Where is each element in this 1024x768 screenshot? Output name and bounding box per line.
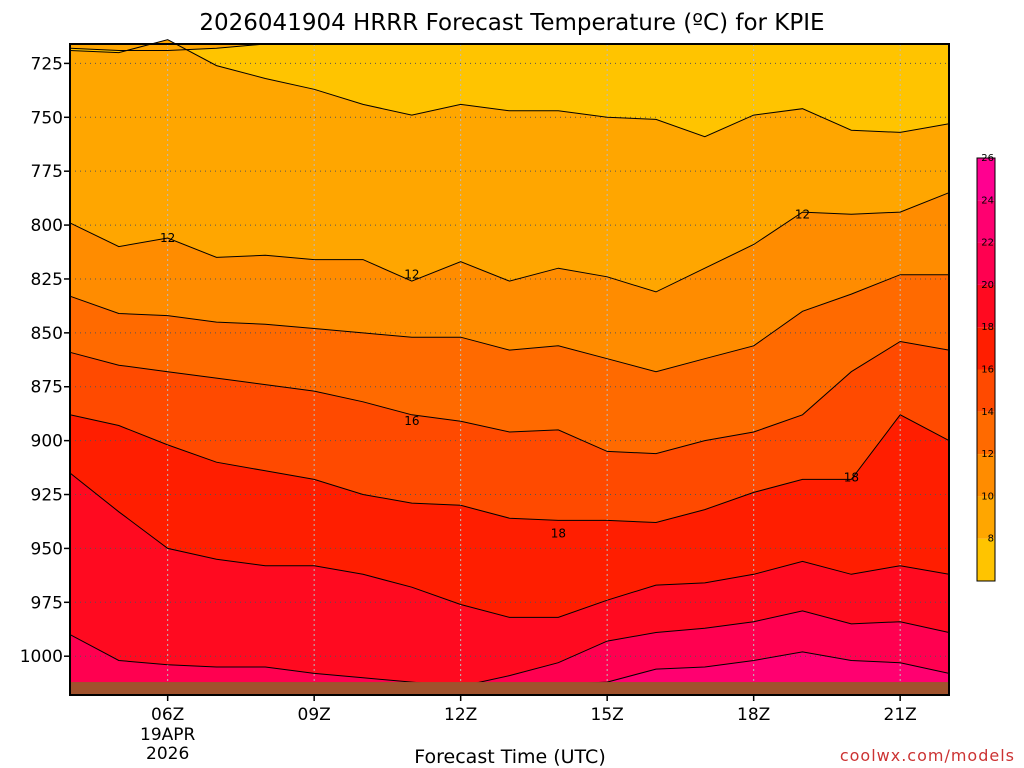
y-tick-label: 875	[31, 378, 63, 398]
temperature-fill-bands	[70, 39, 949, 695]
x-tick-label: 18Z	[737, 705, 770, 725]
y-tick-label: 950	[31, 539, 63, 559]
contour-line-12	[69, 192, 950, 293]
y-tick-label: 1000	[20, 647, 63, 667]
x-tick-label: 09Z	[298, 705, 331, 725]
contour-label: 18	[551, 526, 566, 540]
chart-title: 2026041904 HRRR Forecast Temperature (ºC…	[199, 10, 824, 36]
colorbar-swatch	[977, 538, 995, 581]
y-tick-label: 900	[31, 432, 63, 452]
contour-line-22	[69, 610, 950, 687]
x-tick-label: 15Z	[591, 705, 624, 725]
colorbar: 8 10 12 14 16 18 20 22 24 26	[976, 153, 996, 582]
y-axis: 725 750 775 800 825 850 875 900 925 950 975 1000	[20, 54, 70, 667]
colorbar-swatch	[977, 327, 995, 370]
y-tick-label: 775	[31, 162, 63, 182]
colorbar-label: 24	[981, 195, 994, 206]
contour-line-16	[69, 340, 950, 455]
credit-text[interactable]: coolwx.com/models	[840, 746, 1015, 765]
colorbar-label: 18	[981, 322, 994, 333]
colorbar-label: 14	[981, 407, 994, 418]
y-tick-label: 925	[31, 486, 63, 506]
ground-surface	[70, 682, 949, 695]
colorbar-label: 26	[981, 153, 994, 164]
y-tick-label: 975	[31, 593, 63, 613]
contour-line-14	[69, 274, 949, 373]
colorbar-swatch	[977, 158, 995, 201]
contour-label: 16	[404, 414, 419, 428]
plot-gridlines	[70, 44, 949, 695]
contour-label: 12	[404, 268, 419, 282]
colorbar-swatch	[977, 496, 995, 539]
x-tick-label: 21Z	[884, 705, 917, 725]
colorbar-swatch	[977, 369, 995, 412]
contour-label: 18	[844, 470, 859, 484]
colorbar-label: 10	[981, 491, 994, 502]
colorbar-swatch	[977, 242, 995, 285]
colorbar-swatch	[977, 411, 995, 455]
contour-label: 12	[795, 207, 810, 221]
x-tick-sublabel: 2026	[146, 744, 189, 764]
y-tick-label: 850	[31, 324, 63, 344]
plot-frame	[69, 43, 950, 696]
colorbar-swatch	[977, 200, 995, 243]
contour-label: 12	[160, 231, 175, 245]
contour-line-20	[69, 472, 950, 618]
colorbar-label: 12	[981, 449, 994, 460]
colorbar-label: 22	[981, 238, 994, 249]
y-tick-label: 750	[31, 108, 63, 128]
contour-line-18	[69, 414, 950, 524]
y-tick-label: 725	[31, 54, 63, 74]
colorbar-swatch	[977, 454, 995, 497]
colorbar-label: 20	[981, 280, 994, 291]
x-axis-title: Forecast Time (UTC)	[414, 746, 605, 768]
y-tick-label: 800	[31, 216, 63, 236]
colorbar-frame	[976, 157, 996, 582]
colorbar-swatch	[977, 284, 995, 328]
colorbar-label: 8	[988, 534, 994, 545]
y-tick-label: 825	[31, 270, 63, 290]
x-tick-label: 06Z	[151, 705, 184, 725]
x-tick-sublabel: 19APR	[140, 725, 196, 745]
colorbar-label: 16	[981, 365, 994, 376]
x-tick-label: 12Z	[444, 705, 477, 725]
contour-line-10	[69, 39, 950, 138]
contour-labels: 12 12 12 16 18 18	[160, 207, 859, 540]
